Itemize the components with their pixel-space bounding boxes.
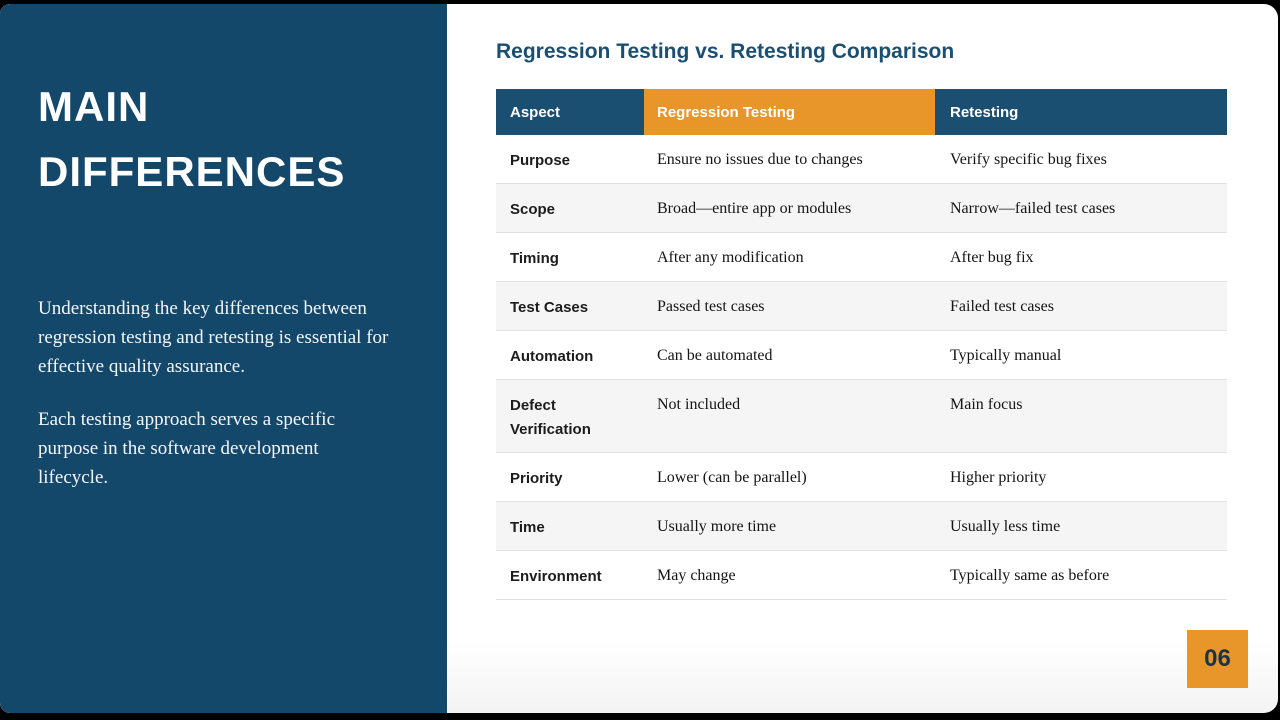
cell-regression: Can be automated xyxy=(657,347,773,364)
table-row: Time Usually more time Usually less time xyxy=(496,502,1227,551)
slide: MAIN DIFFERENCES Understanding the key d… xyxy=(0,4,1278,713)
cell-retesting: Narrow—failed test cases xyxy=(950,200,1116,217)
table-header-regression: Regression Testing xyxy=(644,89,935,135)
cell-aspect: Timing xyxy=(510,250,559,267)
table-header-retesting: Retesting xyxy=(935,89,1227,135)
table-row: Scope Broad—entire app or modules Narrow… xyxy=(496,184,1227,233)
table-row: Timing After any modification After bug … xyxy=(496,233,1227,282)
table-row: Purpose Ensure no issues due to changes … xyxy=(496,135,1227,184)
cell-aspect: Automation xyxy=(510,348,594,365)
main-content: Regression Testing vs. Retesting Compari… xyxy=(447,4,1278,713)
sidebar-paragraph: Each testing approach serves a specific … xyxy=(38,409,336,488)
cell-regression: Usually more time xyxy=(657,518,777,535)
table-body: Purpose Ensure no issues due to changes … xyxy=(496,135,1227,600)
table-row: Automation Can be automated Typically ma… xyxy=(496,331,1227,380)
cell-aspect: Scope xyxy=(510,201,556,218)
cell-regression: After any modification xyxy=(657,249,804,266)
table-header-aspect: Aspect xyxy=(496,89,644,135)
cell-retesting: Usually less time xyxy=(950,518,1061,535)
cell-retesting: Failed test cases xyxy=(950,298,1054,315)
cell-aspect: Purpose xyxy=(510,152,571,169)
cell-retesting: After bug fix xyxy=(950,249,1034,266)
cell-regression: Ensure no issues due to changes xyxy=(657,151,863,168)
cell-retesting: Typically same as before xyxy=(950,567,1110,584)
cell-regression: Lower (can be parallel) xyxy=(657,469,807,486)
cell-regression: Passed test cases xyxy=(657,298,765,315)
sidebar-paragraph: Understanding the key differences betwee… xyxy=(38,298,389,377)
cell-aspect: Defect Verification xyxy=(510,397,591,438)
table-row: Test Cases Passed test cases Failed test… xyxy=(496,282,1227,331)
cell-retesting: Main focus xyxy=(950,396,1023,413)
cell-retesting: Higher priority xyxy=(950,469,1047,486)
cell-regression: Not included xyxy=(657,396,741,413)
sidebar-title: MAIN DIFFERENCES xyxy=(38,74,389,204)
table-row: Environment May change Typically same as… xyxy=(496,551,1227,600)
sidebar-title-line2: DIFFERENCES xyxy=(38,148,346,195)
sidebar: MAIN DIFFERENCES Understanding the key d… xyxy=(0,4,447,713)
page-number-badge: 06 xyxy=(1187,630,1248,688)
table-row: Priority Lower (can be parallel) Higher … xyxy=(496,453,1227,502)
cell-retesting: Verify specific bug fixes xyxy=(950,151,1107,168)
cell-aspect: Priority xyxy=(510,470,563,487)
sidebar-title-line1: MAIN xyxy=(38,83,150,130)
table-header-row: Aspect Regression Testing Retesting xyxy=(496,89,1227,135)
comparison-table: Aspect Regression Testing Retesting Purp… xyxy=(496,89,1227,600)
cell-regression: Broad—entire app or modules xyxy=(657,200,852,217)
cell-aspect: Time xyxy=(510,519,545,536)
sidebar-paragraphs: Understanding the key differences betwee… xyxy=(38,294,389,492)
cell-aspect: Environment xyxy=(510,568,602,585)
cell-aspect: Test Cases xyxy=(510,299,589,316)
page-title: Regression Testing vs. Retesting Compari… xyxy=(496,40,955,63)
table-row: Defect Verification Not included Main fo… xyxy=(496,380,1227,453)
cell-retesting: Typically manual xyxy=(950,347,1062,364)
cell-regression: May change xyxy=(657,567,736,584)
